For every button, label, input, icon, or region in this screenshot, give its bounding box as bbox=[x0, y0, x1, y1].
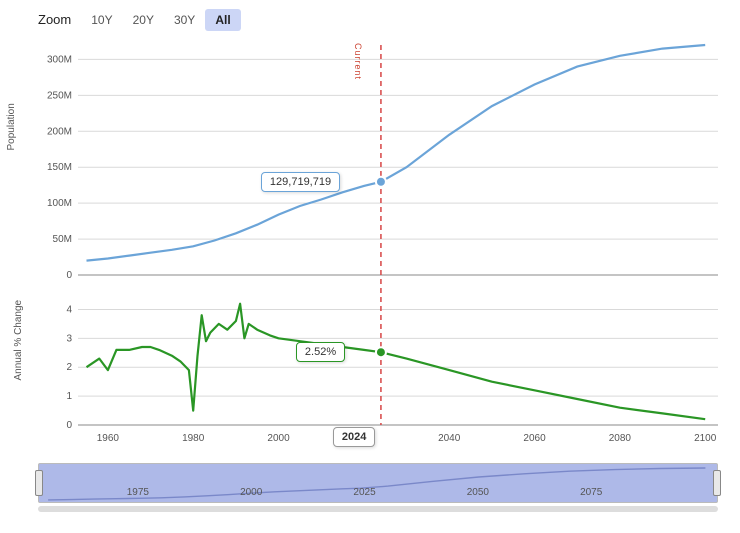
svg-text:2080: 2080 bbox=[609, 433, 632, 444]
svg-text:4: 4 bbox=[66, 304, 72, 315]
navigator-handle-right[interactable] bbox=[713, 470, 721, 496]
svg-text:2100: 2100 bbox=[694, 433, 717, 444]
year-tooltip: 2024 bbox=[333, 427, 375, 447]
zoom-button-30y[interactable]: 30Y bbox=[164, 9, 205, 31]
navigator-svg bbox=[39, 464, 719, 504]
zoom-label: Zoom bbox=[38, 12, 71, 27]
svg-text:1960: 1960 bbox=[97, 433, 120, 444]
svg-text:300M: 300M bbox=[47, 54, 72, 65]
navigator-scrollbar[interactable] bbox=[38, 506, 718, 512]
svg-text:2060: 2060 bbox=[523, 433, 546, 444]
navigator-tick: 1975 bbox=[127, 487, 149, 498]
zoom-button-20y[interactable]: 20Y bbox=[123, 9, 164, 31]
pctchange-tooltip: 2.52% bbox=[296, 342, 345, 362]
navigator-tick: 2050 bbox=[467, 487, 489, 498]
svg-text:0: 0 bbox=[66, 270, 72, 281]
zoom-toolbar: Zoom 10Y20Y30YAll bbox=[8, 8, 732, 35]
population-tooltip: 129,719,719 bbox=[261, 172, 340, 192]
range-navigator[interactable]: 1975 2000 2025 2050 2075 bbox=[38, 463, 718, 503]
svg-text:1980: 1980 bbox=[182, 433, 205, 444]
navigator-tick: 2025 bbox=[353, 487, 375, 498]
svg-text:2040: 2040 bbox=[438, 433, 461, 444]
chart-container: Population Annual % Change 0 50M 100M 150M 2… bbox=[8, 35, 732, 455]
chart-svg[interactable]: 0 50M 100M 150M 200M 250M 300M 0 1 2 3 4 1960 1980 200… bbox=[38, 35, 723, 455]
svg-text:0: 0 bbox=[66, 420, 72, 431]
svg-text:250M: 250M bbox=[47, 90, 72, 101]
pctchange-ylabel: Annual % Change bbox=[13, 300, 24, 381]
navigator-handle-left[interactable] bbox=[35, 470, 43, 496]
svg-text:150M: 150M bbox=[47, 162, 72, 173]
navigator-tick: 2000 bbox=[240, 487, 262, 498]
svg-text:2000: 2000 bbox=[267, 433, 290, 444]
svg-text:50M: 50M bbox=[53, 234, 72, 245]
cursor-current-label: Current bbox=[353, 43, 363, 80]
svg-text:1: 1 bbox=[66, 391, 72, 402]
navigator-tick: 2075 bbox=[580, 487, 602, 498]
svg-text:2: 2 bbox=[66, 362, 72, 373]
svg-text:200M: 200M bbox=[47, 126, 72, 137]
svg-text:100M: 100M bbox=[47, 198, 72, 209]
population-ylabel: Population bbox=[6, 103, 17, 150]
zoom-button-10y[interactable]: 10Y bbox=[81, 9, 122, 31]
zoom-button-all[interactable]: All bbox=[205, 9, 240, 31]
svg-text:3: 3 bbox=[66, 333, 72, 344]
